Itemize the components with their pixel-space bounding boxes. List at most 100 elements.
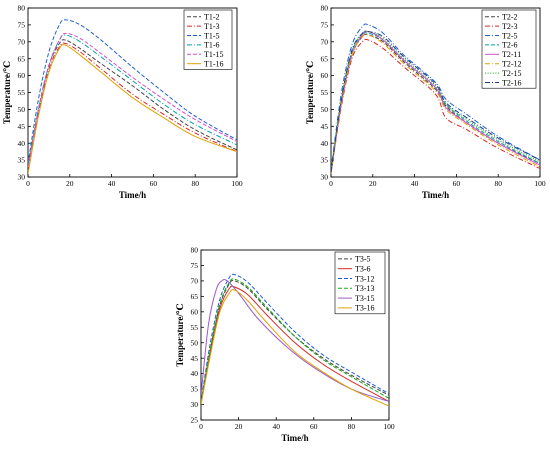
x-tick-label: 60 [310,422,318,431]
x-tick-label: 100 [231,179,243,188]
legend-label: T2-6 [502,41,518,50]
legend-label: T2-5 [502,31,518,40]
y-tick-label: 80 [191,246,199,255]
y-tick-label: 75 [321,21,329,30]
chart-panel-2: 0 20 40 60 80 100 30 35 40 45 50 55 60 65 70 75 80 Time/h… [305,4,546,200]
y-tick-label: 65 [321,54,329,63]
y-axis-title: Temperature/℃ [305,61,315,124]
series-line-t3-15 [201,279,389,402]
y-tick-label: 55 [191,323,199,332]
y-tick-label: 65 [191,292,199,301]
x-tick-label: 40 [272,422,280,431]
x-tick-label: 40 [411,179,419,188]
y-tick-label: 40 [191,369,199,378]
y-tick-label: 40 [321,139,329,148]
series-line-t1-15 [28,32,237,167]
y-tick-label: 45 [321,122,329,131]
y-tick-label: 30 [191,400,199,409]
y-tick-label: 60 [191,307,199,316]
series-line-t3-5 [201,279,389,405]
y-tick-label: 55 [18,88,26,97]
x-tick-label: 20 [235,422,243,431]
y-axis-title: Temperature/℃ [175,303,185,366]
legend-label: T3-5 [355,255,371,264]
x-tick-label: 80 [348,422,356,431]
y-tick-label: 35 [191,385,199,394]
series-line-t3-13 [201,278,389,404]
x-tick-label: 20 [369,179,377,188]
series-line-t3-16 [201,289,389,407]
legend-label: T3-12 [355,274,375,283]
legend-label: T3-13 [355,284,375,293]
y-tick-label: 55 [321,88,329,97]
y-tick-label: 25 [191,416,199,425]
legend-label: T2-12 [502,60,522,69]
legend-label: T1-6 [204,41,220,50]
legend-label: T3-15 [355,294,375,303]
legend-label: T2-15 [502,69,522,78]
legend-label: T3-6 [355,265,371,274]
chart-panel-1: 0 20 40 60 80 100 30 35 40 45 50 55 60 65 70 75 80 Time/h… [2,4,243,200]
series-line-t2-16 [331,30,540,173]
y-tick-label: 70 [321,37,329,46]
y-tick-label: 75 [18,21,26,30]
y-tick-label: 70 [18,37,26,46]
y-tick-label: 45 [18,122,26,131]
series-line-t2-5 [331,23,540,171]
y-axis-title: Temperature/℃ [2,61,12,124]
y-tick-label: 50 [18,105,26,114]
y-tick-label: 35 [18,156,26,165]
x-tick-label: 0 [26,179,30,188]
legend-label: T2-3 [502,22,518,31]
legend-label: T1-2 [204,13,220,22]
legend-label: T2-16 [502,78,522,87]
y-tick-label: 70 [191,277,199,286]
legend-label: T2-2 [502,13,518,22]
series-line-t2-12 [331,33,540,174]
legend-label: T1-15 [204,50,224,59]
y-tick-label: 60 [18,71,26,80]
chart-panel-3: 0 20 40 60 80 100 25 30 35 40 45 50 55 60 65 70 75 80 Time… [175,246,395,443]
y-tick-label: 50 [321,105,329,114]
x-tick-label: 80 [191,179,199,188]
y-tick-label: 65 [18,54,26,63]
y-tick-label: 30 [18,173,26,182]
y-tick-label: 50 [191,338,199,347]
series-line-t3-12 [201,273,389,402]
x-tick-label: 0 [329,179,333,188]
y-tick-label: 35 [321,156,329,165]
x-tick-label: 60 [150,179,158,188]
series-line-t3-6 [201,285,389,404]
series-line-t2-3 [331,38,540,174]
legend-label: T1-3 [204,22,220,31]
plot-frame [200,249,390,421]
y-tick-label: 45 [191,354,199,363]
y-tick-label: 30 [321,173,329,182]
x-axis-title: Time/h [119,190,146,200]
legend-label: T1-5 [204,31,220,40]
y-tick-label: 75 [191,261,199,270]
y-tick-label: 80 [18,4,26,13]
legend-box [183,9,233,70]
y-tick-label: 80 [321,4,329,13]
x-tick-label: 100 [534,179,546,188]
x-axis-title: Time/h [422,190,449,200]
y-tick-label: 40 [18,139,26,148]
series-line-t1-3 [28,42,237,167]
legend-box [481,9,537,89]
x-tick-label: 100 [383,422,395,431]
x-tick-label: 40 [108,179,116,188]
x-tick-label: 80 [494,179,502,188]
x-tick-label: 0 [199,422,203,431]
x-axis-title: Time/h [281,433,308,443]
legend-label: T1-16 [204,60,224,69]
series-line-t1-16 [28,44,237,174]
x-tick-label: 60 [453,179,461,188]
legend-box [334,251,386,315]
legend-label: T2-11 [502,50,521,59]
y-tick-label: 60 [321,71,329,80]
